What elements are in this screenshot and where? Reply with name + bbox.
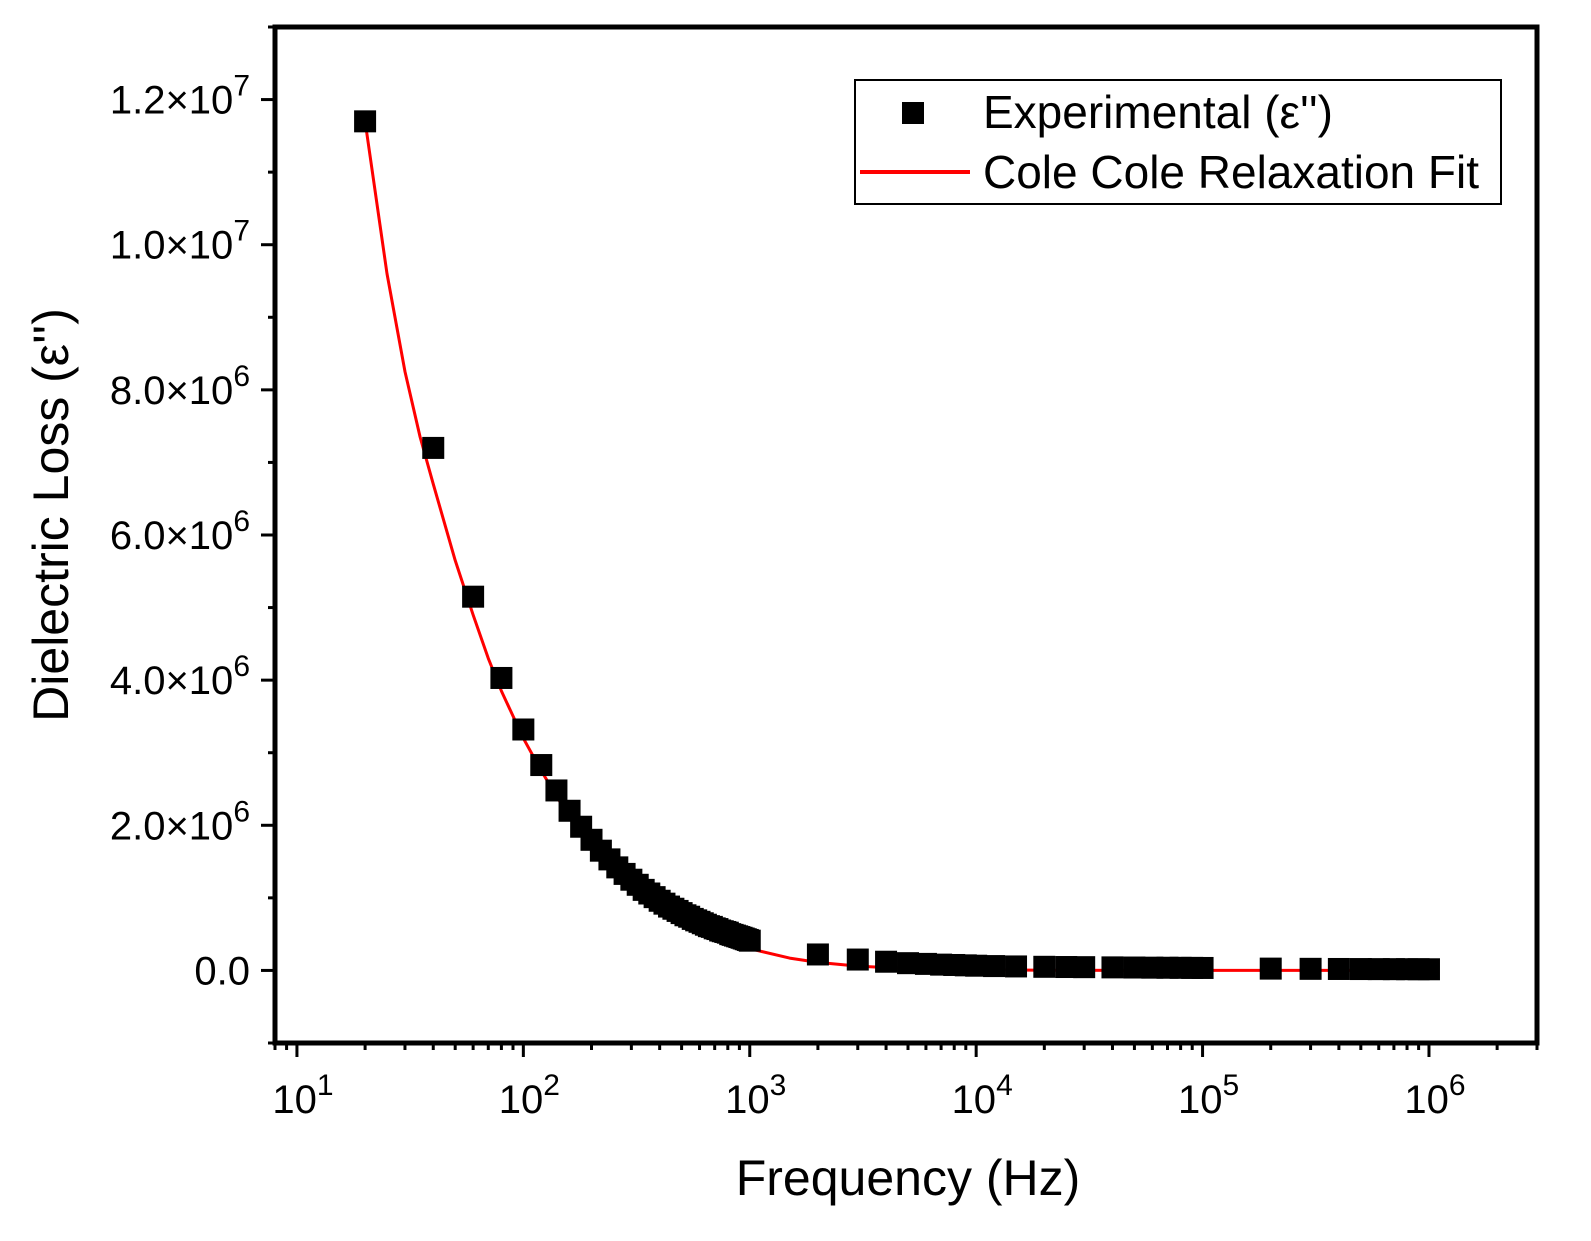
data-point: [462, 585, 485, 608]
data-point: [490, 666, 513, 689]
legend-label-experimental: Experimental (ε''): [983, 86, 1333, 138]
y-tick-label: 0.0: [194, 949, 250, 993]
data-point: [422, 436, 445, 459]
data-point: [875, 950, 898, 973]
data-point: [1417, 958, 1440, 981]
y-tick-label: 2.0×106: [110, 795, 250, 848]
x-tick-label: 105: [1178, 1069, 1239, 1122]
y-tick-label: 1.0×107: [110, 215, 250, 268]
data-point: [983, 955, 1006, 978]
data-point: [1191, 956, 1214, 979]
data-point: [1327, 957, 1350, 980]
data-point: [1033, 955, 1056, 978]
data-point: [1349, 958, 1372, 981]
y-axis-ticks: 0.0 2.0×106 4.0×106 6.0×106 8.0×106 1.0×107 1.…: [110, 25, 275, 1045]
data-point: [530, 754, 553, 777]
x-tick-label: 104: [952, 1069, 1013, 1122]
data-point: [965, 954, 988, 977]
data-point: [1055, 956, 1078, 979]
x-tick-label: 103: [725, 1069, 786, 1122]
data-point: [512, 718, 535, 741]
data-point: [846, 948, 869, 971]
legend-label-fit: Cole Cole Relaxation Fit: [983, 146, 1479, 198]
x-tick-label: 106: [1404, 1069, 1465, 1122]
data-point: [1101, 956, 1124, 979]
data-point: [806, 943, 829, 966]
data-point: [1073, 956, 1096, 979]
data-point: [897, 952, 920, 975]
data-point: [1123, 956, 1146, 979]
data-point: [545, 779, 568, 802]
y-tick-label: 4.0×106: [110, 650, 250, 703]
y-tick-label: 8.0×106: [110, 360, 250, 413]
data-point: [738, 929, 761, 952]
x-tick-label: 102: [499, 1069, 560, 1122]
y-tick-label: 6.0×106: [110, 505, 250, 558]
x-axis-ticks: 101 102 103 104 105 106: [272, 1043, 1539, 1122]
legend-box: [854, 79, 1502, 205]
legend: Experimental (ε'') Cole Cole Relaxation …: [854, 79, 1502, 205]
data-point: [1299, 957, 1322, 980]
x-axis-label: Frequency (Hz): [736, 1150, 1081, 1206]
data-point: [1005, 955, 1028, 978]
data-point: [354, 110, 377, 133]
legend-marker-experimental: [902, 102, 924, 124]
y-axis-label: Dielectric Loss (ε''): [23, 308, 79, 722]
data-points-layer: [354, 110, 1440, 981]
y-tick-label: 1.2×107: [110, 70, 250, 123]
data-point: [1259, 957, 1282, 980]
x-tick-label: 101: [272, 1069, 333, 1122]
